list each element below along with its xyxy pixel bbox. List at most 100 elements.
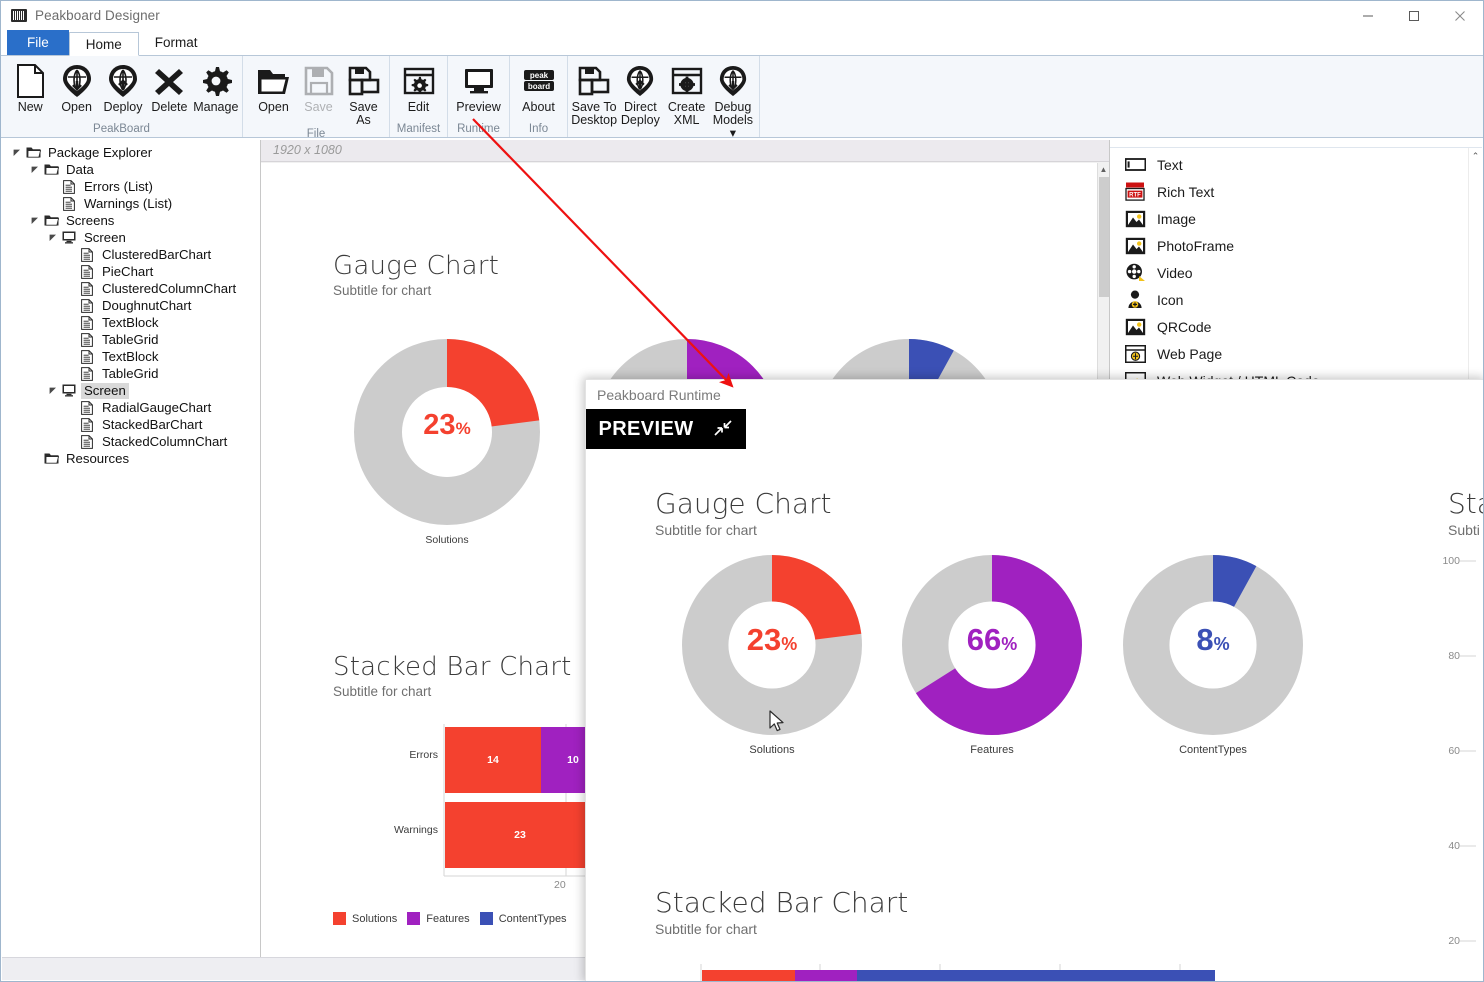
canvas-scroll-thumb-vertical[interactable] xyxy=(1099,177,1109,297)
ribbon-button-new[interactable]: New xyxy=(7,60,53,114)
expander-icon[interactable] xyxy=(46,382,60,399)
preview-stackedbar-title: Stacked Bar Chart xyxy=(655,886,909,919)
ribbon-button-edit[interactable]: Edit xyxy=(393,60,444,114)
preview-gauge-3[interactable]: 8% ContentTypes xyxy=(1123,555,1303,756)
tree-item-textblock[interactable]: TextBlock xyxy=(2,348,260,365)
tree-item-screen[interactable]: Screen xyxy=(2,382,260,399)
expander-icon[interactable] xyxy=(10,144,24,161)
ribbon-button-preview[interactable]: Preview xyxy=(451,60,506,114)
expander-icon[interactable] xyxy=(28,212,42,229)
tree-item-clusteredbarchart[interactable]: ClusteredBarChart xyxy=(2,246,260,263)
ribbon-button-deploy[interactable]: Deploy xyxy=(100,60,146,114)
tree-spacer xyxy=(64,280,78,297)
gauge-value-solutions: 23 xyxy=(423,409,456,441)
close-button[interactable] xyxy=(1437,1,1483,30)
ribbon-button-delete[interactable]: Delete xyxy=(146,60,192,114)
stackedbar-legend: Solutions Features ContentTypes xyxy=(333,912,577,925)
preview-gauge-1[interactable]: 23% Solutions xyxy=(682,555,862,756)
file-icon xyxy=(78,246,96,263)
file-icon xyxy=(78,297,96,314)
toolbox-list: Text RTF Rich Text Image PhotoFrame Video Icon… xyxy=(1110,148,1482,394)
toolbox-item-icon[interactable]: Icon xyxy=(1110,286,1482,313)
stackedbar-xtick-20: 20 xyxy=(554,879,566,891)
designer-stackedbar-title: Stacked Bar Chart xyxy=(333,652,572,682)
bar-segment-solutions[interactable] xyxy=(702,970,795,981)
tree-item-tablegrid[interactable]: TableGrid xyxy=(2,331,260,348)
ribbon-button-open-file[interactable]: Open xyxy=(251,60,296,114)
tree-item-tablegrid[interactable]: TableGrid xyxy=(2,365,260,382)
ribbon-button-about[interactable]: peak board About xyxy=(513,60,564,114)
toolbox-item-image[interactable]: Image xyxy=(1110,205,1482,232)
expander-icon[interactable] xyxy=(46,229,60,246)
tab-format[interactable]: Format xyxy=(154,35,198,50)
stackedbar-cat-warnings: Warnings xyxy=(394,824,438,836)
preview-window[interactable]: Peakboard Runtime PREVIEW Gauge Chart Su… xyxy=(585,379,1483,981)
floppy-save-icon xyxy=(304,63,334,99)
ribbon-button-save-as[interactable]: Save As xyxy=(341,60,386,127)
ribbon-label-save-as: Save As xyxy=(349,100,378,127)
tree-item-package-explorer[interactable]: Package Explorer xyxy=(2,144,260,161)
tree-item-clusteredcolumnchart[interactable]: ClusteredColumnChart xyxy=(2,280,260,297)
toolbox-item-rich-text[interactable]: RTF Rich Text xyxy=(1110,178,1482,205)
tree-spacer xyxy=(46,178,60,195)
tree-item-screens[interactable]: Screens xyxy=(2,212,260,229)
ribbon-label-deploy: Deploy xyxy=(103,100,143,114)
tree-item-resources[interactable]: Resources xyxy=(2,450,260,467)
tree-item-textblock[interactable]: TextBlock xyxy=(2,314,260,331)
toolbox-item-text[interactable]: Text xyxy=(1110,151,1482,178)
preview-stacked-bar-chart[interactable]: Stacked Bar Chart Subtitle for chart xyxy=(655,886,908,937)
tree-item-warnings-list[interactable]: Warnings (List) xyxy=(2,195,260,212)
ribbon-button-create-xml[interactable]: Create XML xyxy=(664,60,710,127)
ribbon-label-new: New xyxy=(17,100,43,114)
tree-item-data[interactable]: Data xyxy=(2,161,260,178)
tree-item-piechart[interactable]: PieChart xyxy=(2,263,260,280)
preview-gauge-2[interactable]: 66% Features xyxy=(902,555,1082,756)
tree-item-stackedbarchart[interactable]: StackedBarChart xyxy=(2,416,260,433)
tree-item-errors-list[interactable]: Errors (List) xyxy=(2,178,260,195)
toolbox-item-label: Rich Text xyxy=(1157,183,1215,200)
bar-segment-solutions[interactable]: 23 xyxy=(445,802,595,868)
ribbon-button-open-peakboard[interactable]: Open xyxy=(53,60,99,114)
collapse-arrows-icon[interactable] xyxy=(712,418,734,441)
tree-item-screen[interactable]: Screen xyxy=(2,229,260,246)
file-icon xyxy=(78,433,96,450)
ytick-60: 60 xyxy=(1448,745,1460,757)
designer-stacked-bar-chart[interactable]: Stacked Bar Chart Subtitle for chart xyxy=(333,652,572,699)
bar-segment-solutions[interactable]: 14 xyxy=(445,727,541,793)
tab-home[interactable]: Home xyxy=(68,32,139,56)
designer-gauge-chart[interactable]: Gauge Chart Subtitle for chart xyxy=(333,251,499,298)
ribbon-button-save-to-desktop[interactable]: Save To Desktop xyxy=(571,60,617,127)
ytick-40: 40 xyxy=(1448,840,1460,852)
tree-item-stackedcolumnchart[interactable]: StackedColumnChart xyxy=(2,433,260,450)
ribbon-button-direct-deploy[interactable]: Direct Deploy xyxy=(617,60,663,127)
toolbox-item-video[interactable]: Video xyxy=(1110,259,1482,286)
legend-label-contenttypes: ContentTypes xyxy=(498,912,567,925)
bar-segment-features[interactable] xyxy=(795,970,857,981)
ribbon-button-save[interactable]: Save xyxy=(296,60,341,114)
scroll-up-icon[interactable]: ⌃ xyxy=(1471,150,1480,161)
peakboard-logo-icon: peak board xyxy=(522,63,556,99)
tab-file[interactable]: File xyxy=(7,30,69,55)
designer-gauge-1[interactable]: 23% Solutions xyxy=(354,339,540,546)
toolbox-item-photoframe[interactable]: PhotoFrame xyxy=(1110,232,1482,259)
ribbon-button-debug-models[interactable]: Debug Models ▾ xyxy=(710,60,756,140)
bar-segment-contenttypes[interactable] xyxy=(857,970,1215,981)
preview-gauge-chart[interactable]: Gauge Chart Subtitle for chart xyxy=(655,487,831,538)
expander-icon[interactable] xyxy=(28,161,42,178)
tree-item-radialgaugechart[interactable]: RadialGaugeChart xyxy=(2,399,260,416)
maximize-button[interactable] xyxy=(1391,1,1437,30)
tree-scrollbar-vertical[interactable] xyxy=(252,140,260,962)
toolbox-item-web-page[interactable]: Web Page xyxy=(1110,340,1482,367)
ribbon-button-manage[interactable]: Manage xyxy=(193,60,239,114)
file-icon xyxy=(78,314,96,331)
toolbox-item-qrcode[interactable]: QRCode xyxy=(1110,313,1482,340)
canvas-resolution-label: 1920 x 1080 xyxy=(261,140,1109,162)
preview-badge-label: PREVIEW xyxy=(598,417,694,440)
minimize-button[interactable] xyxy=(1345,1,1391,30)
package-explorer-panel: Package Explorer Data Errors (List) Warning… xyxy=(2,140,261,980)
scroll-up-icon[interactable]: ▲ xyxy=(1099,165,1108,174)
ribbon-group-info: peak board About Info xyxy=(509,56,567,137)
preview-stacked-column-chart[interactable]: Sta Subti xyxy=(1448,487,1483,538)
preview-badge[interactable]: PREVIEW xyxy=(586,409,746,449)
tree-item-doughnutchart[interactable]: DoughnutChart xyxy=(2,297,260,314)
